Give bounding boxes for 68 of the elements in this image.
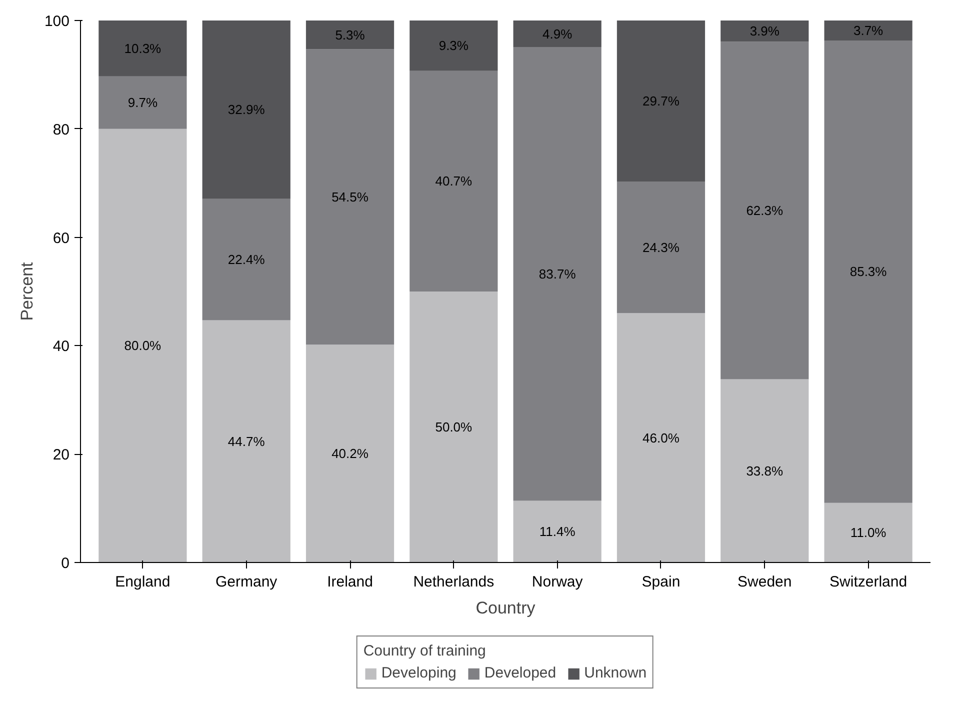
data-label: 11.0% [850,525,887,540]
data-label: 46.0% [642,430,680,446]
bar [410,70,498,292]
x-tick-label: England [115,574,170,590]
data-label: 44.7% [228,434,266,449]
bar [410,20,498,71]
legend-label: Unknown [584,664,647,682]
bar [202,320,290,562]
data-label: 83.7% [538,266,576,282]
legend-title: Country of training [363,642,487,660]
bar [410,292,498,562]
bar [824,502,912,562]
data-label: 62.3% [746,202,784,218]
x-tick-label: Sweden [738,574,792,590]
y-tick-label: 0 [61,555,70,572]
bar [720,42,809,380]
data-label: 29.7% [642,93,680,108]
data-label: 9.3% [438,38,469,54]
legend-label: Developed [484,664,556,682]
x-tick-label: Ireland [327,574,373,590]
data-label: 80.0% [124,338,162,354]
data-label: 9.7% [128,95,158,110]
data-label: 3.7% [853,23,884,38]
y-tick-label: 40 [52,338,70,356]
data-label: 5.3% [335,27,366,42]
bar [98,20,187,76]
data-label: 10.3% [124,40,162,56]
data-label: 3.9% [750,24,780,39]
data-label: 54.5% [332,189,369,204]
x-tick-label: Germany [216,574,278,590]
legend-label: Developing [381,664,456,682]
y-axis-title: Percent [17,262,36,321]
y-tick-label: 60 [52,230,70,247]
y-tick-label: 80 [52,121,70,138]
data-label: 40.7% [435,174,473,189]
bar [306,344,394,562]
bar [616,313,706,562]
bar [306,20,394,50]
y-tick-label: 20 [52,446,70,464]
bar [513,500,602,562]
bar [202,20,290,199]
data-label: 85.3% [850,264,888,280]
data-label: 4.9% [542,26,573,42]
x-tick-label: Spain [642,574,680,590]
x-tick-label: Switzerland [830,574,908,590]
bar [202,198,290,320]
data-label: 11.4% [539,524,576,540]
x-tick-label: Netherlands [413,574,494,590]
data-label: 40.2% [332,446,369,462]
x-tick-label: Norway [532,574,584,590]
data-label: 24.3% [642,240,680,255]
bar [98,76,187,129]
bar [616,20,706,182]
bar [306,49,394,345]
bar [720,20,809,42]
y-tick-label: 100 [44,13,70,30]
bar [824,20,912,41]
data-label: 33.8% [746,463,784,478]
bar [98,128,187,562]
data-label: 32.9% [228,102,266,118]
bar [824,40,912,503]
x-axis-title: Country [476,598,536,618]
data-label: 50.0% [435,420,473,434]
bar [513,20,602,48]
bar [513,47,602,501]
bar [720,379,809,562]
data-label: 22.4% [228,252,266,268]
bar [616,181,706,314]
